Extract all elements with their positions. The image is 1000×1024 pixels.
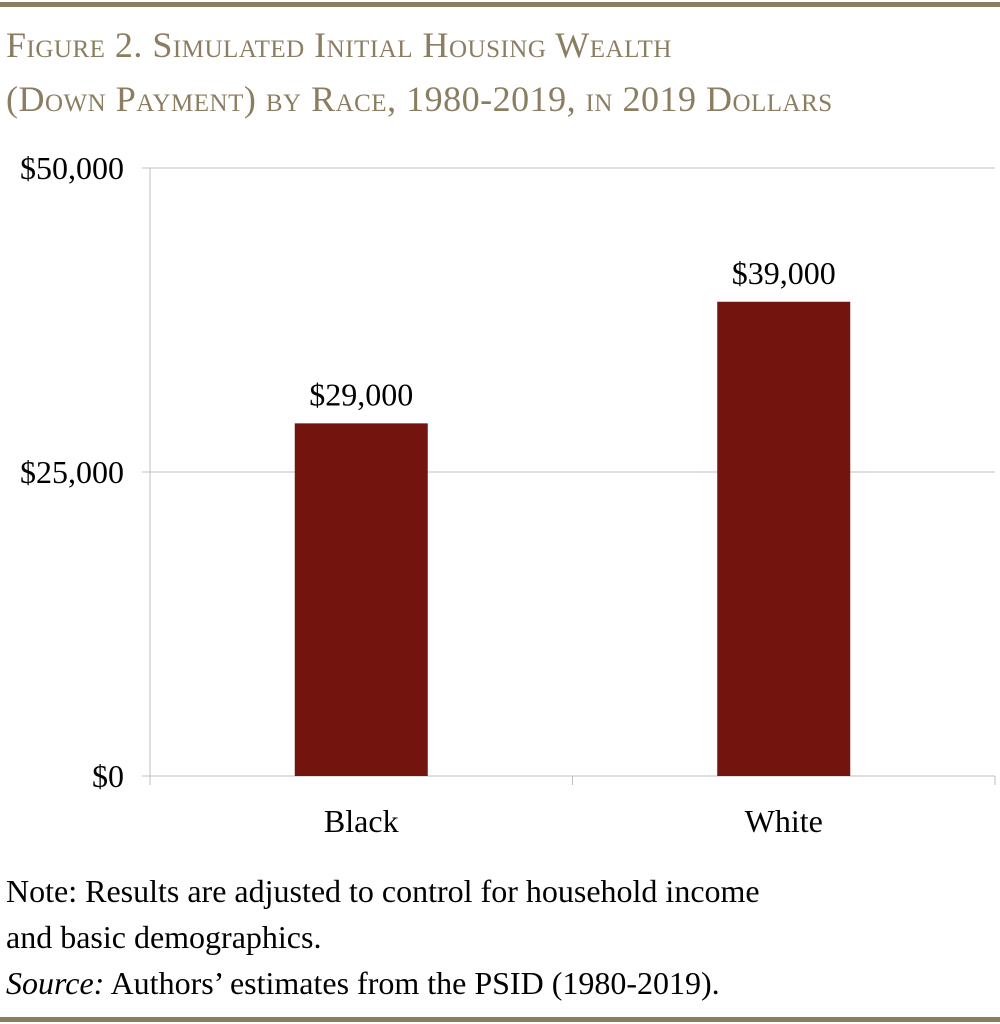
bar-black bbox=[294, 423, 428, 776]
top-rule bbox=[0, 2, 1000, 7]
category-label-black: Black bbox=[324, 803, 399, 839]
data-label-white: $39,000 bbox=[732, 255, 836, 291]
bar-white bbox=[717, 301, 851, 776]
y-tick-label-1: $25,000 bbox=[20, 454, 124, 490]
y-tick-label-0: $0 bbox=[92, 758, 124, 794]
title-line-1: Figure 2. Simulated Initial Housing Weal… bbox=[6, 25, 672, 65]
source-label: Source: bbox=[6, 965, 105, 1001]
title-line-2: (Down Payment) by Race, 1980-2019, in 20… bbox=[6, 79, 833, 119]
note-line-2: and basic demographics. bbox=[6, 919, 322, 955]
figure-title: Figure 2. Simulated Initial Housing Weal… bbox=[6, 18, 996, 126]
note-line-1: Note: Results are adjusted to control fo… bbox=[6, 873, 760, 909]
source-line: Source: Authors’ estimates from the PSID… bbox=[6, 960, 996, 1006]
source-text: Authors’ estimates from the PSID (1980-2… bbox=[104, 965, 720, 1001]
y-tick-label-2: $50,000 bbox=[20, 150, 124, 186]
bar-chart: $0 $25,000 $50,000 $29,000 Black $39,000 White bbox=[20, 150, 996, 839]
category-label-white: White bbox=[745, 803, 823, 839]
bottom-rule bbox=[0, 1017, 1000, 1022]
figure-note: Note: Results are adjusted to control fo… bbox=[6, 868, 996, 1006]
data-label-black: $29,000 bbox=[309, 376, 413, 412]
